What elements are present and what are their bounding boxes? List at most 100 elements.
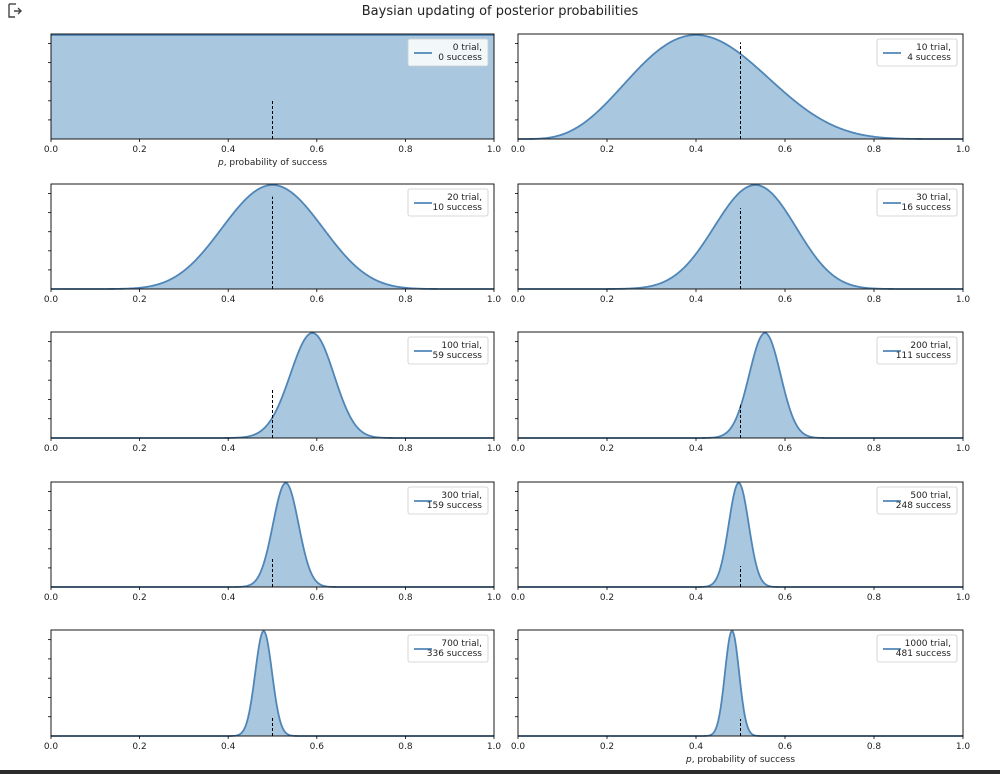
x-tick-label-3-1: 0.2 bbox=[600, 295, 614, 305]
output-arrow-icon bbox=[8, 3, 22, 18]
legend-0: 0 trial,0 success bbox=[407, 38, 489, 67]
legend-box-7 bbox=[876, 486, 958, 515]
legend-text-2-1: 10 success bbox=[432, 203, 482, 213]
legend-9: 1000 trial,481 success bbox=[876, 634, 958, 663]
x-tick-label-1-5: 1.0 bbox=[956, 145, 971, 155]
x-tick-label-9-2: 0.4 bbox=[689, 742, 704, 752]
axes-frame-7 bbox=[517, 481, 964, 588]
x-tick-label-2-0: 0.0 bbox=[44, 295, 59, 305]
legend-text-9-0: 1000 trial, bbox=[905, 639, 951, 649]
x-tick-label-0-1: 0.2 bbox=[132, 145, 146, 155]
x-tick-label-8-1: 0.2 bbox=[132, 742, 146, 752]
legend-1: 10 trial,4 success bbox=[876, 38, 958, 67]
x-tick-label-8-0: 0.0 bbox=[44, 742, 59, 752]
x-tick-label-7-2: 0.4 bbox=[689, 593, 704, 603]
legend-box-1 bbox=[876, 38, 958, 67]
axes-frame-2 bbox=[50, 183, 495, 290]
legend-box-9 bbox=[876, 634, 958, 663]
posterior-fill-9 bbox=[518, 631, 963, 736]
legend-text-3-0: 30 trial, bbox=[916, 193, 951, 203]
x-tick-label-2-5: 1.0 bbox=[487, 295, 502, 305]
x-tick-label-7-1: 0.2 bbox=[600, 593, 614, 603]
axes-frame-5 bbox=[517, 331, 964, 439]
legend-text-8-1: 336 success bbox=[427, 649, 483, 659]
x-tick-label-1-2: 0.4 bbox=[689, 145, 704, 155]
x-tick-label-2-3: 0.6 bbox=[310, 295, 325, 305]
x-tick-label-2-1: 0.2 bbox=[132, 295, 146, 305]
legend-box-3 bbox=[876, 188, 958, 217]
legend-box-2 bbox=[407, 188, 489, 217]
legend-text-3-1: 16 success bbox=[901, 203, 951, 213]
legend-text-5-0: 200 trial, bbox=[910, 341, 951, 351]
x-tick-label-1-1: 0.2 bbox=[600, 145, 614, 155]
x-tick-label-6-1: 0.2 bbox=[132, 593, 146, 603]
legend-6: 300 trial,159 success bbox=[407, 486, 489, 515]
axes-frame-6 bbox=[50, 481, 495, 588]
x-tick-label-0-0: 0.0 bbox=[44, 145, 59, 155]
x-tick-label-6-5: 1.0 bbox=[487, 593, 502, 603]
x-tick-label-2-4: 0.8 bbox=[398, 295, 413, 305]
x-tick-label-7-0: 0.0 bbox=[511, 593, 526, 603]
axes-frame-8 bbox=[50, 629, 495, 737]
axes-frame-0 bbox=[50, 33, 495, 140]
x-tick-label-0-2: 0.4 bbox=[221, 145, 236, 155]
x-tick-label-6-4: 0.8 bbox=[398, 593, 413, 603]
legend-3: 30 trial,16 success bbox=[876, 188, 958, 217]
x-tick-label-5-0: 0.0 bbox=[511, 444, 526, 454]
x-tick-label-0-3: 0.6 bbox=[310, 145, 325, 155]
x-tick-label-1-0: 0.0 bbox=[511, 145, 526, 155]
legend-box-4 bbox=[407, 336, 489, 365]
x-axis-label-0: p, probability of success bbox=[217, 158, 327, 168]
x-tick-label-2-2: 0.4 bbox=[221, 295, 236, 305]
legend-2: 20 trial,10 success bbox=[407, 188, 489, 217]
legend-text-2-0: 20 trial, bbox=[447, 193, 482, 203]
x-tick-label-4-1: 0.2 bbox=[132, 444, 146, 454]
x-tick-label-7-3: 0.6 bbox=[778, 593, 793, 603]
legend-box-5 bbox=[876, 336, 958, 365]
x-tick-label-8-4: 0.8 bbox=[398, 742, 413, 752]
x-axis-label-9: p, probability of success bbox=[685, 755, 795, 765]
x-tick-label-0-4: 0.8 bbox=[398, 145, 413, 155]
legend-text-5-1: 111 success bbox=[896, 351, 952, 361]
x-tick-label-8-2: 0.4 bbox=[221, 742, 236, 752]
legend-text-4-1: 59 success bbox=[432, 351, 482, 361]
legend-text-7-1: 248 success bbox=[896, 501, 952, 511]
axes-frame-9 bbox=[517, 629, 964, 737]
x-tick-label-0-5: 1.0 bbox=[487, 145, 502, 155]
posterior-fill-7 bbox=[518, 483, 963, 587]
x-tick-label-3-5: 1.0 bbox=[956, 295, 971, 305]
x-tick-label-9-5: 1.0 bbox=[956, 742, 971, 752]
panel-2: 0.0 0.2 0.4 0.6 0.8 1.0 20 trial,10 success bbox=[44, 183, 502, 305]
x-tick-label-4-5: 1.0 bbox=[487, 444, 502, 454]
x-tick-label-5-1: 0.2 bbox=[600, 444, 614, 454]
x-tick-label-1-4: 0.8 bbox=[867, 145, 882, 155]
legend-box-8 bbox=[407, 634, 489, 663]
legend-box-6 bbox=[407, 486, 489, 515]
panel-1: 0.0 0.2 0.4 0.6 0.8 1.0 10 trial,4 success bbox=[511, 33, 971, 155]
legend-text-9-1: 481 success bbox=[896, 649, 952, 659]
x-tick-label-9-0: 0.0 bbox=[511, 742, 526, 752]
legend-text-6-0: 300 trial, bbox=[441, 491, 482, 501]
posterior-fill-8 bbox=[51, 631, 494, 736]
legend-text-0-0: 0 trial, bbox=[453, 43, 482, 53]
x-tick-label-7-4: 0.8 bbox=[867, 593, 882, 603]
x-tick-label-3-0: 0.0 bbox=[511, 295, 526, 305]
legend-text-6-1: 159 success bbox=[427, 501, 483, 511]
x-tick-label-4-3: 0.6 bbox=[310, 444, 325, 454]
x-tick-label-6-2: 0.4 bbox=[221, 593, 236, 603]
panel-3: 0.0 0.2 0.4 0.6 0.8 1.0 30 trial,16 success bbox=[511, 183, 971, 305]
posterior-fill-0 bbox=[51, 35, 494, 139]
x-tick-label-5-3: 0.6 bbox=[778, 444, 793, 454]
panel-8: 0.0 0.2 0.4 0.6 0.8 1.0 700 trial,336 success bbox=[44, 629, 501, 752]
x-tick-label-3-4: 0.8 bbox=[867, 295, 882, 305]
panel-4: 0.0 0.2 0.4 0.6 0.8 1.0 100 trial,59 success bbox=[44, 331, 502, 454]
panel-6: 0.0 0.2 0.4 0.6 0.8 1.0 300 trial,159 success bbox=[44, 481, 502, 603]
panel-7: 0.0 0.2 0.4 0.6 0.8 1.0 500 trial,248 success bbox=[511, 481, 971, 603]
panel-9: 0.0 0.2 0.4 0.6 0.8 1.0 p, probability of succ… bbox=[511, 629, 971, 765]
legend-5: 200 trial,111 success bbox=[876, 336, 958, 365]
x-tick-label-7-5: 1.0 bbox=[956, 593, 971, 603]
legend-text-7-0: 500 trial, bbox=[910, 491, 951, 501]
x-tick-label-6-3: 0.6 bbox=[310, 593, 325, 603]
x-tick-label-1-3: 0.6 bbox=[778, 145, 793, 155]
